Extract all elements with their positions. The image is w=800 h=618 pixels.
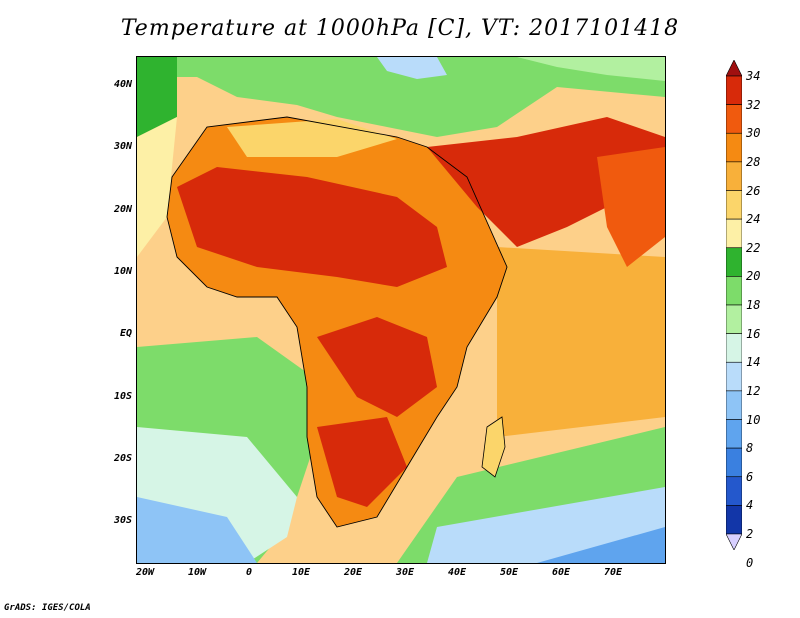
colorbar-cell	[726, 276, 742, 306]
colorbar-cell	[726, 304, 742, 334]
colorbar-bottom-arrow	[726, 533, 742, 550]
colorbar-cell	[726, 505, 742, 535]
colorbar-cell	[726, 218, 742, 249]
temperature-map	[136, 56, 666, 564]
colorbar-label: 10	[746, 412, 761, 427]
central-africa-hot	[317, 317, 437, 417]
lat-tick-20s: 20S	[113, 453, 132, 464]
colorbar-cell	[726, 419, 742, 449]
colorbar-cell	[726, 333, 742, 363]
colorbar-label: 0	[746, 555, 754, 570]
lon-tick-10w: 10W	[187, 567, 207, 578]
lat-tick-20n: 20N	[113, 204, 132, 215]
colorbar-label: 32	[746, 97, 761, 112]
colorbar-cell	[726, 75, 742, 105]
temperature-field	[137, 57, 665, 563]
lon-tick-10e: 10E	[291, 567, 311, 578]
lat-tick-40n: 40N	[113, 79, 132, 90]
lon-tick-70e: 70E	[603, 567, 623, 578]
atlantic-yellow	[137, 117, 177, 257]
north-light-green	[517, 57, 665, 81]
madagascar	[481, 416, 506, 478]
north-africa-yellow	[227, 119, 397, 157]
arabia-hot	[427, 117, 665, 247]
lon-tick-60e: 60E	[551, 567, 571, 578]
colorbar-label: 18	[746, 298, 761, 312]
lat-tick-10s: 10S	[113, 391, 132, 402]
atlantic-north-green	[137, 57, 177, 137]
colorbar-label: 16	[746, 326, 761, 341]
lat-tick-eq: EQ	[119, 328, 132, 339]
colorbar-cell	[726, 390, 742, 420]
colorbar-label: 24	[746, 212, 761, 227]
europe-med-green	[137, 57, 665, 137]
colorbar-label: 34	[746, 69, 761, 83]
lat-tick-30n: 30N	[113, 141, 132, 152]
page-title: Temperature at 1000hPa [C], VT: 20171014…	[120, 16, 680, 41]
lat-tick-30s: 30S	[113, 515, 132, 526]
colorbar-label: 22	[746, 240, 761, 255]
lat-tick-10n: 10N	[113, 266, 132, 277]
colorbar-label: 2	[746, 527, 754, 541]
lon-tick-30e: 30E	[395, 567, 415, 578]
lon-tick-0: 0	[245, 567, 253, 578]
north-blue-patch	[377, 57, 447, 79]
south-indian-deep-blue	[537, 527, 665, 563]
colorbar-label: 30	[746, 126, 761, 141]
grads-credit: GrADS: IGES/COLA	[4, 603, 91, 613]
colorbar-top-arrow	[726, 60, 742, 77]
colorbar-label: 20	[746, 269, 761, 284]
colorbar-cell	[726, 361, 742, 392]
colorbar-cell	[726, 447, 742, 478]
colorbar-label: 14	[746, 355, 761, 370]
colorbar-label: 8	[746, 441, 754, 456]
africa-coastline	[166, 116, 508, 528]
lon-tick-20w: 20W	[135, 567, 155, 578]
south-atlantic-blue	[137, 497, 257, 563]
southern-africa-hot	[317, 417, 407, 507]
colorbar-cell	[726, 104, 742, 134]
colorbar-label: 12	[746, 383, 761, 398]
colorbar-cell	[726, 161, 742, 191]
colorbar-cell	[726, 247, 742, 277]
indian-ocean-orange	[497, 247, 665, 437]
lon-tick-50e: 50E	[499, 567, 519, 578]
colorbar-cell	[726, 132, 742, 163]
colorbar-cell	[726, 190, 742, 220]
colorbar	[726, 60, 742, 550]
lon-tick-20e: 20E	[343, 567, 363, 578]
colorbar-label: 4	[746, 498, 754, 513]
colorbar-label: 26	[746, 183, 761, 198]
lon-tick-40e: 40E	[447, 567, 467, 578]
colorbar-label: 28	[746, 154, 761, 169]
india-hot	[597, 147, 665, 267]
colorbar-cell	[726, 476, 742, 506]
colorbar-label: 6	[746, 469, 754, 484]
sahel-hot	[177, 167, 447, 287]
